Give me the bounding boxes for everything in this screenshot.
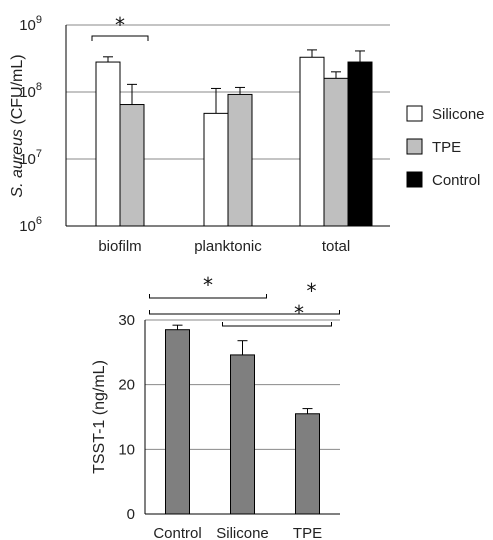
chart1-legend: Silicone TPE Control: [406, 105, 485, 189]
chart1-bar-biofilm-Silicone: [95, 61, 121, 227]
chart1-y-tick-labels: 106 107 108 109: [19, 14, 42, 235]
chart1-y-axis-label-italic: S. aureus: [9, 129, 26, 197]
chart2-bar-Control: [165, 329, 190, 515]
chart2-significance-bracket: [222, 322, 332, 327]
chart1-y-tick-exponent: 6: [36, 215, 42, 227]
chart2-significance-bracket: [149, 294, 267, 299]
chart1-error-bars: [103, 49, 365, 114]
chart1-bar-total-Silicone: [299, 56, 325, 227]
chart1-legend-swatch-TPE: [406, 138, 423, 155]
chart2-bar-TPE: [295, 413, 320, 515]
chart1-significance: *: [91, 13, 149, 41]
chart2-x-tick-labels: Control Silicone TPE: [153, 525, 322, 540]
chart1-y-tick-exponent: 7: [36, 148, 42, 160]
chart1-bars: [95, 56, 373, 227]
chart1-significance-bracket: [91, 35, 149, 41]
chart2-y-tick-label: 30: [118, 312, 135, 329]
chart2-significance-star: *: [203, 273, 213, 297]
chart2-y-tick-label: 10: [118, 441, 135, 458]
chart1-legend-swatch-Silicone: [406, 105, 423, 122]
chart1-legend-label: TPE: [432, 139, 461, 156]
chart2-significance-star: *: [294, 301, 304, 325]
chart2-bars: [165, 329, 320, 515]
chart1-y-axis-label: S. aureus (CFU/mL): [9, 54, 26, 197]
chart1-bar-planktonic-Silicone: [203, 112, 229, 227]
chart1-y-tick-label: 107: [19, 148, 42, 168]
chart2-x-tick-label: Control: [153, 525, 201, 540]
chart1-x-tick-label: biofilm: [98, 238, 141, 255]
chart1-legend-swatch-Control: [406, 171, 423, 188]
chart2-y-tick-label: 0: [127, 506, 135, 523]
chart2-x-tick-label: Silicone: [216, 525, 269, 540]
chart1-significance-star: *: [115, 13, 125, 37]
chart1-x-tick-label: total: [322, 238, 350, 255]
chart1-x-tick-labels: biofilm planktonic total: [98, 238, 350, 255]
chart2-y-tick-labels: 0 10 20 30: [118, 312, 135, 523]
chart1-y-tick-exponent: 8: [36, 81, 42, 93]
chart1-legend-label: Silicone: [432, 106, 485, 123]
chart2-x-tick-label: TPE: [293, 525, 322, 540]
chart1-y-tick-exponent: 9: [36, 14, 42, 26]
chart1-bar-total-TPE: [323, 77, 349, 227]
chart1-bar-planktonic-TPE: [227, 93, 253, 227]
chart1-bar-biofilm-TPE: [119, 104, 145, 227]
chart1-y-axis-label-unit: (CFU/mL): [9, 54, 26, 129]
chart1-y-tick-label: 109: [19, 14, 42, 34]
chart2-significance-bracket: [149, 310, 340, 315]
chart1-bar-total-Control: [347, 61, 373, 227]
chart2-bar-Silicone: [230, 354, 255, 515]
chart2-y-axis-label: TSST-1 (ng/mL): [91, 360, 108, 474]
chart2-y-tick-label: 20: [118, 377, 135, 394]
chart1-y-tick-label: 108: [19, 81, 42, 101]
chart2-significance-star: *: [307, 279, 317, 303]
chart1-y-tick-label: 106: [19, 215, 42, 235]
chart2-error-bars: [172, 324, 313, 414]
chart2-significance: * **: [149, 273, 340, 327]
chart1-x-tick-label: planktonic: [194, 238, 262, 255]
chart1-legend-label: Control: [432, 172, 480, 189]
